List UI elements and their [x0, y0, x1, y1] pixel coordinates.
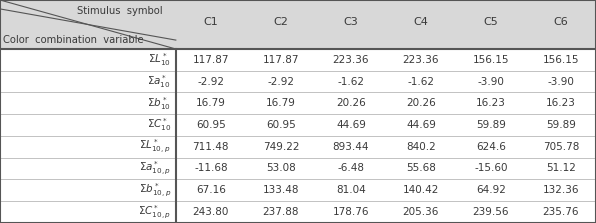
- Text: -2.92: -2.92: [197, 76, 224, 87]
- Text: 624.6: 624.6: [476, 142, 506, 152]
- Text: C6: C6: [554, 17, 569, 27]
- Text: 749.22: 749.22: [263, 142, 299, 152]
- Text: 20.26: 20.26: [336, 98, 366, 108]
- Text: 140.42: 140.42: [403, 185, 439, 195]
- Text: 60.95: 60.95: [266, 120, 296, 130]
- Text: $\Sigma C^*_{10,p}$: $\Sigma C^*_{10,p}$: [138, 203, 171, 221]
- Text: -3.90: -3.90: [548, 76, 575, 87]
- Text: $\Sigma L^*_{10,p}$: $\Sigma L^*_{10,p}$: [139, 138, 171, 155]
- Text: 51.12: 51.12: [546, 163, 576, 173]
- Text: 243.80: 243.80: [193, 207, 229, 217]
- Text: -3.90: -3.90: [477, 76, 504, 87]
- Text: 67.16: 67.16: [196, 185, 226, 195]
- Text: 132.36: 132.36: [543, 185, 579, 195]
- Text: 133.48: 133.48: [263, 185, 299, 195]
- Text: 705.78: 705.78: [543, 142, 579, 152]
- Text: 16.79: 16.79: [266, 98, 296, 108]
- Text: 55.68: 55.68: [406, 163, 436, 173]
- Text: -1.62: -1.62: [408, 76, 434, 87]
- Text: $\Sigma b^*_{10,p}$: $\Sigma b^*_{10,p}$: [139, 181, 171, 199]
- Text: 840.2: 840.2: [406, 142, 436, 152]
- Text: 239.56: 239.56: [473, 207, 509, 217]
- Text: -15.60: -15.60: [474, 163, 508, 173]
- Text: 117.87: 117.87: [193, 55, 229, 65]
- Text: 59.89: 59.89: [546, 120, 576, 130]
- Text: Stimulus  symbol: Stimulus symbol: [77, 6, 162, 16]
- Text: C3: C3: [343, 17, 358, 27]
- Text: 20.26: 20.26: [406, 98, 436, 108]
- Text: -6.48: -6.48: [337, 163, 364, 173]
- Text: 156.15: 156.15: [473, 55, 509, 65]
- Text: 205.36: 205.36: [403, 207, 439, 217]
- Text: 235.76: 235.76: [543, 207, 579, 217]
- Text: C2: C2: [274, 17, 288, 27]
- Text: C1: C1: [203, 17, 218, 27]
- Text: $\Sigma b^*_{10}$: $\Sigma b^*_{10}$: [147, 95, 171, 112]
- Text: $\Sigma a^*_{10}$: $\Sigma a^*_{10}$: [147, 73, 171, 90]
- Text: $\Sigma a^*_{10,p}$: $\Sigma a^*_{10,p}$: [139, 160, 171, 177]
- Text: 223.36: 223.36: [333, 55, 369, 65]
- Text: -2.92: -2.92: [268, 76, 294, 87]
- Bar: [0, 0, 596, 49]
- Text: 156.15: 156.15: [543, 55, 579, 65]
- Text: 16.23: 16.23: [546, 98, 576, 108]
- Text: 16.79: 16.79: [196, 98, 226, 108]
- Text: 117.87: 117.87: [263, 55, 299, 65]
- Text: 44.69: 44.69: [406, 120, 436, 130]
- Text: $\Sigma L^*_{10}$: $\Sigma L^*_{10}$: [148, 52, 171, 68]
- Text: 60.95: 60.95: [196, 120, 226, 130]
- Text: -1.62: -1.62: [337, 76, 364, 87]
- Text: 44.69: 44.69: [336, 120, 366, 130]
- Text: 64.92: 64.92: [476, 185, 506, 195]
- Text: C5: C5: [483, 17, 498, 27]
- Text: Color  combination  variable: Color combination variable: [3, 35, 144, 45]
- Text: 81.04: 81.04: [336, 185, 366, 195]
- Text: 59.89: 59.89: [476, 120, 506, 130]
- Text: 223.36: 223.36: [403, 55, 439, 65]
- Text: $\Sigma C^*_{10}$: $\Sigma C^*_{10}$: [147, 117, 171, 133]
- Text: 178.76: 178.76: [333, 207, 369, 217]
- Text: 711.48: 711.48: [193, 142, 229, 152]
- Text: C4: C4: [414, 17, 429, 27]
- Bar: [0, 49, 596, 223]
- Text: 53.08: 53.08: [266, 163, 296, 173]
- Text: -11.68: -11.68: [194, 163, 228, 173]
- Text: 16.23: 16.23: [476, 98, 506, 108]
- Text: 237.88: 237.88: [263, 207, 299, 217]
- Text: 893.44: 893.44: [333, 142, 369, 152]
